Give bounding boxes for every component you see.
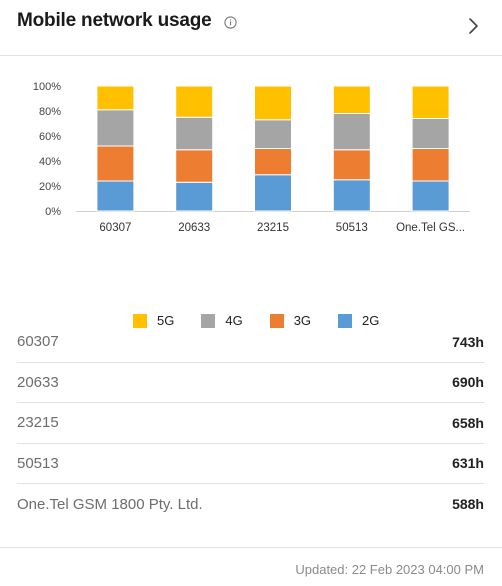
usage-hours: 690h [452, 374, 484, 390]
bar-segment-2g[interactable] [97, 181, 134, 211]
bar-segment-3g[interactable] [333, 150, 370, 180]
bar-segment-4g[interactable] [97, 110, 134, 146]
x-tick-label: One.Tel GS... [396, 222, 465, 234]
bar-segment-2g[interactable] [412, 181, 449, 211]
y-tick-label: 40% [39, 156, 61, 168]
usage-hours: 631h [452, 455, 484, 471]
bar-segment-5g[interactable] [333, 86, 370, 114]
bar-segment-2g[interactable] [333, 180, 370, 211]
bar-segment-5g[interactable] [176, 86, 213, 117]
y-tick-label: 20% [39, 181, 61, 193]
usage-list: 60307 743h 20633 690h 23215 658h 50513 631h One.… [17, 322, 484, 525]
usage-list-row: 23215 658h [17, 403, 484, 444]
network-name: 60307 [17, 333, 59, 350]
bar-segment-4g[interactable] [333, 114, 370, 150]
x-tick-label: 23215 [257, 222, 289, 234]
usage-list-row: 20633 690h [17, 363, 484, 404]
usage-hours: 743h [452, 334, 484, 350]
network-name: 20633 [17, 374, 59, 391]
card-header: Mobile network usage [0, 0, 502, 56]
bar-segment-2g[interactable] [176, 182, 213, 211]
network-name: 50513 [17, 455, 59, 472]
y-tick-label: 60% [39, 131, 61, 143]
y-tick-label: 0% [45, 206, 61, 218]
network-name: One.Tel GSM 1800 Pty. Ltd. [17, 496, 203, 513]
usage-list-row: One.Tel GSM 1800 Pty. Ltd. 588h [17, 484, 484, 525]
bar-segment-4g[interactable] [412, 119, 449, 149]
bar-segment-5g[interactable] [255, 86, 292, 120]
bar-segment-4g[interactable] [176, 117, 213, 150]
usage-list-row: 50513 631h [17, 444, 484, 485]
usage-hours: 658h [452, 415, 484, 431]
network-name: 23215 [17, 414, 59, 431]
x-tick-label: 50513 [336, 222, 368, 234]
y-tick-label: 100% [33, 81, 61, 93]
usage-list-row: 60307 743h [17, 322, 484, 363]
bar-segment-4g[interactable] [255, 120, 292, 149]
usage-chart: 0% 20% 40% 60% 80% 100% 60307 20633 23215 50513 On… [0, 57, 502, 307]
updated-timestamp: Updated: 22 Feb 2023 04:00 PM [295, 562, 484, 577]
x-tick-label: 20633 [178, 222, 210, 234]
info-icon[interactable] [224, 16, 237, 29]
chevron-right-icon[interactable] [466, 16, 480, 36]
bar-segment-3g[interactable] [176, 150, 213, 183]
bar-segment-5g[interactable] [97, 86, 134, 110]
stacked-bar-chart: 0% 20% 40% 60% 80% 100% 60307 20633 23215 50513 On… [0, 57, 502, 247]
y-tick-label: 80% [39, 106, 61, 118]
bar-segment-3g[interactable] [412, 149, 449, 182]
x-tick-label: 60307 [99, 222, 131, 234]
bar-segment-2g[interactable] [255, 175, 292, 211]
page-title: Mobile network usage [17, 10, 211, 32]
bar-segment-5g[interactable] [412, 86, 449, 119]
footer-divider [0, 547, 502, 548]
bar-segment-3g[interactable] [255, 149, 292, 175]
bar-segment-3g[interactable] [97, 146, 134, 181]
usage-hours: 588h [452, 496, 484, 512]
